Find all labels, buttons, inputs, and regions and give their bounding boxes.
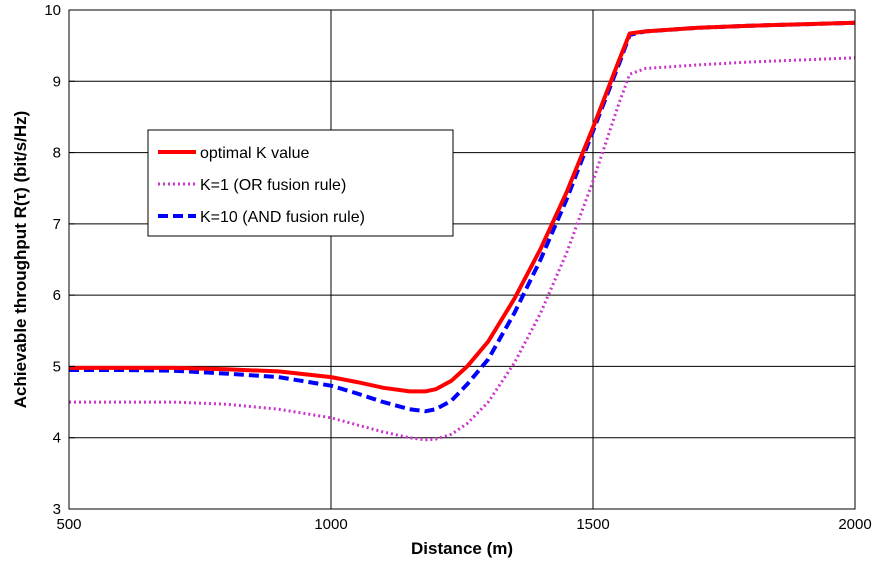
x-tick-label: 1000	[314, 516, 347, 533]
x-axis-label: Distance (m)	[411, 539, 513, 558]
x-tick-label: 2000	[838, 516, 871, 533]
y-tick-label: 6	[53, 287, 61, 304]
y-tick-label: 5	[53, 358, 61, 375]
y-axis-label: Achievable throughput R(τ) (bit/s/Hz)	[11, 111, 30, 409]
series-line-0	[69, 20, 856, 394]
series-lines	[69, 20, 856, 442]
y-tick-label: 7	[53, 216, 61, 233]
plot-frame	[68, 9, 856, 510]
y-tick-label: 4	[53, 430, 61, 447]
y-tick-label: 10	[44, 2, 61, 19]
grid	[68, 9, 856, 510]
legend: optimal K value K=1 (OR fusion rule) K=1…	[147, 129, 454, 237]
legend-label-optimal: optimal K value	[200, 145, 309, 162]
y-tick-label: 9	[53, 73, 61, 90]
y-tick-label: 3	[53, 501, 61, 518]
tick-labels: 500 1000 1500 2000 3 4 5 6 7 8 9 10	[44, 2, 871, 533]
legend-box	[147, 129, 454, 237]
legend-label-and-rule: K=10 (AND fusion rule)	[200, 209, 365, 226]
legend-label-or-rule: K=1 (OR fusion rule)	[200, 177, 346, 194]
series-line-1	[69, 56, 856, 442]
y-tick-label: 8	[53, 145, 61, 162]
x-tick-label: 500	[56, 516, 81, 533]
x-tick-label: 1500	[576, 516, 609, 533]
